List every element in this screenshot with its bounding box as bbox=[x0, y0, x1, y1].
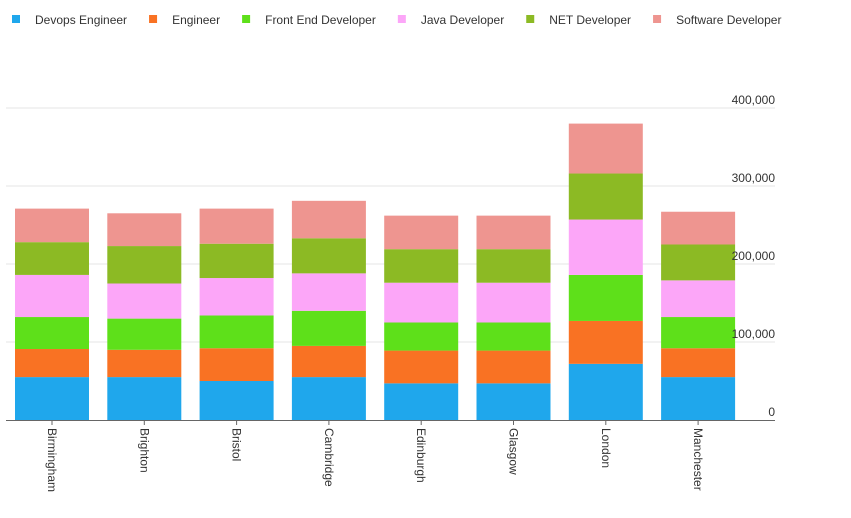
bar-segment-devops-engineer-birmingham[interactable] bbox=[15, 377, 89, 420]
bar-segment-software-developer-bristol[interactable] bbox=[199, 208, 274, 244]
legend-label-java-developer[interactable]: Java Developer bbox=[421, 13, 504, 27]
bar-segment-java-developer-brighton[interactable] bbox=[107, 283, 182, 319]
x-tick-label-edinburgh: Edinburgh bbox=[414, 428, 428, 483]
bar-stack-glasgow bbox=[476, 215, 551, 420]
bar-segment-front-end-developer-cambridge[interactable] bbox=[291, 310, 366, 346]
legend-label-front-end-developer[interactable]: Front End Developer bbox=[265, 13, 376, 27]
bar-segment-net-developer-edinburgh[interactable] bbox=[384, 249, 459, 283]
bar-segment-net-developer-bristol[interactable] bbox=[199, 243, 274, 279]
legend-label-engineer[interactable]: Engineer bbox=[172, 13, 220, 27]
bar-segment-front-end-developer-edinburgh[interactable] bbox=[384, 322, 459, 351]
bar-segment-software-developer-manchester[interactable] bbox=[661, 211, 736, 245]
legend-swatch-software-developer bbox=[653, 15, 662, 23]
bar-stack-edinburgh bbox=[384, 215, 459, 420]
legend-label-devops-engineer[interactable]: Devops Engineer bbox=[35, 13, 127, 27]
chart-legend: Devops Engineer Engineer Front End Develop… bbox=[12, 13, 781, 27]
bar-segment-engineer-birmingham[interactable] bbox=[15, 349, 89, 378]
bar-segment-software-developer-glasgow[interactable] bbox=[476, 215, 551, 250]
x-tick-label-london: London bbox=[599, 428, 613, 468]
bar-segment-front-end-developer-brighton[interactable] bbox=[107, 318, 182, 350]
y-tick-label: 100,000 bbox=[732, 327, 776, 341]
y-tick-label: 0 bbox=[768, 405, 775, 419]
bar-segment-front-end-developer-manchester[interactable] bbox=[661, 317, 736, 349]
y-tick-label: 200,000 bbox=[732, 249, 776, 263]
bar-segment-devops-engineer-cambridge[interactable] bbox=[291, 377, 366, 420]
legend-swatch-engineer bbox=[149, 15, 158, 23]
bar-segment-engineer-bristol[interactable] bbox=[199, 348, 274, 381]
bar-segment-engineer-edinburgh[interactable] bbox=[384, 350, 459, 384]
bar-segment-devops-engineer-manchester[interactable] bbox=[661, 377, 736, 420]
bar-segment-devops-engineer-brighton[interactable] bbox=[107, 377, 182, 420]
y-tick-label: 300,000 bbox=[732, 171, 776, 185]
legend-label-software-developer[interactable]: Software Developer bbox=[676, 13, 781, 27]
legend-swatch-java-developer bbox=[397, 15, 406, 23]
bar-segment-java-developer-bristol[interactable] bbox=[199, 278, 274, 316]
x-tick-label-cambridge: Cambridge bbox=[322, 428, 336, 487]
x-tick-label-bristol: Bristol bbox=[230, 428, 244, 461]
bar-segment-front-end-developer-birmingham[interactable] bbox=[15, 317, 89, 350]
bar-segment-engineer-cambridge[interactable] bbox=[291, 345, 366, 378]
bar-segment-java-developer-cambridge[interactable] bbox=[291, 273, 366, 311]
bar-stack-brighton bbox=[107, 213, 182, 420]
legend-swatch-net-developer bbox=[526, 15, 535, 23]
bar-segment-devops-engineer-london[interactable] bbox=[568, 363, 643, 420]
bar-segment-java-developer-edinburgh[interactable] bbox=[384, 282, 459, 323]
bar-segment-java-developer-glasgow[interactable] bbox=[476, 282, 551, 323]
bar-segment-net-developer-cambridge[interactable] bbox=[291, 238, 366, 274]
bar-segment-engineer-manchester[interactable] bbox=[661, 348, 736, 378]
bar-segment-front-end-developer-bristol[interactable] bbox=[199, 315, 274, 349]
bar-stack-london bbox=[568, 123, 643, 420]
bar-segment-software-developer-london[interactable] bbox=[568, 123, 643, 174]
bar-segment-devops-engineer-bristol[interactable] bbox=[199, 381, 274, 420]
x-tick-label-glasgow: Glasgow bbox=[507, 428, 521, 475]
y-tick-label: 400,000 bbox=[732, 93, 776, 107]
bar-segment-java-developer-manchester[interactable] bbox=[661, 280, 736, 318]
bar-segment-java-developer-london[interactable] bbox=[568, 219, 643, 275]
bar-segment-net-developer-birmingham[interactable] bbox=[15, 242, 89, 275]
bar-stack-manchester bbox=[661, 211, 736, 420]
bar-segment-engineer-london[interactable] bbox=[568, 320, 643, 364]
bar-segment-net-developer-glasgow[interactable] bbox=[476, 249, 551, 283]
bar-segment-software-developer-edinburgh[interactable] bbox=[384, 215, 459, 250]
legend-swatch-front-end-developer bbox=[242, 15, 251, 23]
bar-segment-front-end-developer-london[interactable] bbox=[568, 274, 643, 321]
bar-segment-net-developer-brighton[interactable] bbox=[107, 246, 182, 284]
bar-segment-devops-engineer-edinburgh[interactable] bbox=[384, 383, 459, 420]
bar-segment-devops-engineer-glasgow[interactable] bbox=[476, 383, 551, 420]
y-axis: 0 100,000 200,000 300,000 400,000 bbox=[732, 93, 776, 419]
bar-stacks bbox=[15, 123, 736, 420]
bar-segment-software-developer-brighton[interactable] bbox=[107, 213, 182, 247]
bar-segment-net-developer-london[interactable] bbox=[568, 173, 643, 220]
x-tick-label-brighton: Brighton bbox=[137, 428, 151, 473]
bar-stack-birmingham bbox=[15, 208, 89, 420]
bar-segment-net-developer-manchester[interactable] bbox=[661, 244, 736, 281]
legend-swatch-devops-engineer bbox=[12, 15, 20, 23]
bar-stack-cambridge bbox=[291, 200, 366, 420]
x-axis: Birmingham Brighton Bristol Cambridge Edinbu… bbox=[6, 420, 775, 492]
bar-segment-software-developer-cambridge[interactable] bbox=[291, 200, 366, 239]
bar-stack-bristol bbox=[199, 208, 274, 420]
bar-segment-software-developer-birmingham[interactable] bbox=[15, 208, 89, 243]
bar-segment-java-developer-birmingham[interactable] bbox=[15, 274, 89, 318]
bar-segment-engineer-brighton[interactable] bbox=[107, 349, 182, 378]
bar-segment-front-end-developer-glasgow[interactable] bbox=[476, 322, 551, 351]
x-tick-label-birmingham: Birmingham bbox=[45, 428, 59, 492]
bar-segment-engineer-glasgow[interactable] bbox=[476, 350, 551, 384]
x-tick-label-manchester: Manchester bbox=[691, 428, 705, 491]
legend-label-net-developer[interactable]: NET Developer bbox=[549, 13, 631, 27]
